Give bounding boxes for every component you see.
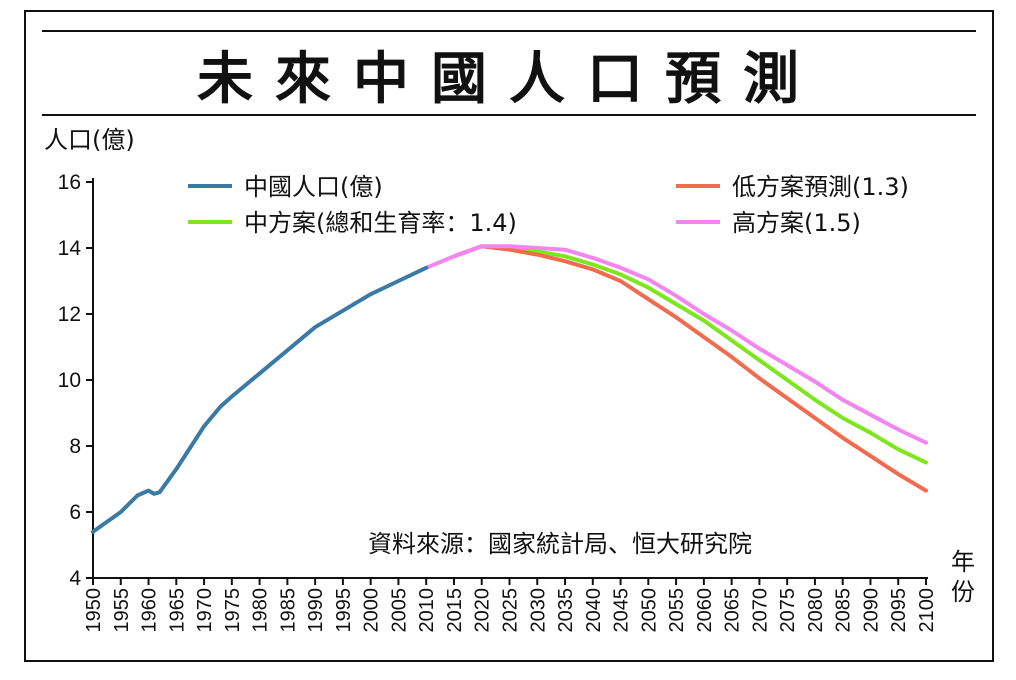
series-line-0: [91, 265, 429, 534]
y-axis-title: 人口(億): [44, 126, 135, 154]
y-tick-label: 6: [69, 501, 81, 524]
x-tick-label: 1970: [194, 588, 216, 633]
x-tick-label: 2015: [444, 588, 466, 633]
x-tick-label: 2055: [666, 588, 688, 633]
x-tick-label: 2010: [416, 588, 438, 633]
x-axis: 1950 1955 1960 1965 1970 1975 1980 1985 1990 1995…: [83, 577, 938, 633]
y-tick-label: 4: [69, 567, 81, 590]
x-tick-label: 1990: [305, 588, 327, 633]
x-tick-label: 2050: [638, 588, 660, 633]
x-tick-label: 2035: [555, 588, 577, 633]
x-tick-label: 1965: [166, 588, 188, 633]
x-tick-label: 2030: [527, 588, 549, 633]
y-tick-label: 14: [58, 237, 82, 260]
chart-title: 未來中國人口預測: [197, 47, 821, 112]
x-tick-label: 1980: [250, 588, 272, 633]
chart-frame: 未來中國人口預測: [24, 10, 994, 662]
x-tick-label: 2005: [388, 588, 410, 633]
x-tick-label: 1995: [333, 588, 355, 633]
y-tick-label: 12: [58, 303, 81, 326]
title-top-rule: [42, 30, 976, 32]
x-tick-label: 2065: [722, 588, 744, 633]
source-note: 資料來源：國家統計局、恒大研究院: [368, 530, 752, 558]
x-tick-label: 2075: [777, 588, 799, 633]
x-axis-title-char: 份: [951, 578, 975, 606]
x-tick-label: 1985: [277, 588, 299, 633]
legend-label-2: 低方案預測(1.3): [732, 173, 909, 201]
x-tick-label: 2040: [583, 588, 605, 633]
x-axis-title-char: 年: [951, 548, 975, 576]
x-tick-label: 2060: [694, 588, 716, 633]
legend-label-1: 中方案(總和生育率：1.4): [244, 209, 517, 237]
x-tick-label: 2070: [749, 588, 771, 633]
x-tick-label: 2090: [860, 588, 882, 633]
x-tick-label: 2095: [888, 588, 910, 633]
legend-label-0: 中國人口(億): [244, 173, 383, 201]
series-layer: [91, 244, 928, 534]
legend-label-3: 高方案(1.5): [732, 209, 861, 237]
x-tick-label: 1960: [139, 588, 161, 633]
y-axis: 4 6 8 10 12 14 16: [58, 171, 94, 590]
title-bottom-rule: [42, 114, 976, 116]
y-tick-label: 10: [58, 369, 81, 392]
y-tick-label: 16: [58, 171, 81, 194]
legend: 中國人口(億) 中方案(總和生育率：1.4) 低方案預測(1.3) 高方案(1.5): [188, 173, 909, 237]
x-axis-title-group: 年份: [951, 548, 975, 606]
x-tick-label: 2020: [472, 588, 494, 633]
x-tick-label: 1955: [111, 588, 133, 633]
x-tick-label: 2025: [500, 588, 522, 633]
x-tick-label: 2080: [805, 588, 827, 633]
x-tick-label: 2045: [611, 588, 633, 633]
x-tick-label: 1950: [83, 588, 105, 633]
x-tick-label: 1975: [222, 588, 244, 633]
series-line-3: [424, 244, 928, 445]
x-tick-label: 2100: [916, 588, 938, 633]
series-line-2: [452, 244, 928, 493]
x-tick-label: 2085: [833, 588, 855, 633]
y-tick-label: 8: [69, 435, 81, 458]
x-tick-label: 2000: [361, 588, 383, 633]
series-line-1: [452, 244, 928, 465]
